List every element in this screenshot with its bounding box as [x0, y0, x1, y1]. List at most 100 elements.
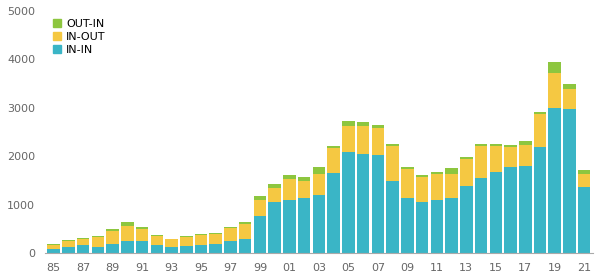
Bar: [47, 245, 60, 249]
Bar: [209, 233, 222, 234]
Bar: [519, 141, 532, 145]
Bar: [490, 144, 502, 146]
Bar: [563, 88, 576, 109]
Bar: [195, 235, 207, 245]
Bar: [460, 159, 473, 186]
Bar: [77, 239, 89, 245]
Bar: [224, 228, 237, 241]
Bar: [475, 144, 487, 146]
Bar: [209, 244, 222, 253]
Bar: [431, 172, 443, 174]
Bar: [578, 174, 590, 187]
Bar: [328, 148, 340, 173]
Bar: [209, 234, 222, 244]
Bar: [254, 196, 266, 200]
Bar: [136, 241, 148, 253]
Bar: [431, 200, 443, 253]
Bar: [268, 184, 281, 188]
Bar: [416, 202, 428, 253]
Bar: [165, 239, 178, 247]
Bar: [283, 179, 296, 200]
Bar: [371, 125, 384, 128]
Bar: [386, 181, 399, 253]
Bar: [313, 174, 325, 195]
Bar: [401, 167, 413, 169]
Bar: [106, 244, 119, 253]
Bar: [47, 244, 60, 245]
Bar: [548, 73, 561, 108]
Bar: [578, 171, 590, 174]
Bar: [475, 178, 487, 253]
Bar: [460, 157, 473, 159]
Bar: [460, 186, 473, 253]
Bar: [239, 221, 251, 224]
Bar: [106, 230, 119, 244]
Bar: [121, 226, 134, 241]
Bar: [180, 246, 193, 253]
Bar: [475, 146, 487, 178]
Legend: OUT-IN, IN-OUT, IN-IN: OUT-IN, IN-OUT, IN-IN: [50, 17, 107, 57]
Bar: [328, 173, 340, 253]
Bar: [92, 247, 104, 253]
Bar: [151, 235, 163, 236]
Bar: [136, 228, 148, 241]
Bar: [92, 237, 104, 247]
Bar: [151, 245, 163, 253]
Bar: [106, 229, 119, 230]
Bar: [151, 236, 163, 245]
Bar: [283, 175, 296, 179]
Bar: [371, 128, 384, 155]
Bar: [342, 126, 355, 151]
Bar: [357, 122, 370, 126]
Bar: [401, 198, 413, 253]
Bar: [268, 188, 281, 202]
Bar: [534, 147, 546, 253]
Bar: [548, 108, 561, 253]
Bar: [298, 198, 310, 253]
Bar: [195, 234, 207, 235]
Bar: [445, 198, 458, 253]
Bar: [298, 181, 310, 198]
Bar: [328, 146, 340, 148]
Bar: [578, 187, 590, 253]
Bar: [445, 167, 458, 174]
Bar: [239, 224, 251, 239]
Bar: [254, 216, 266, 253]
Bar: [416, 174, 428, 177]
Bar: [298, 177, 310, 181]
Bar: [548, 62, 561, 73]
Bar: [77, 245, 89, 253]
Bar: [534, 114, 546, 147]
Bar: [195, 245, 207, 253]
Bar: [386, 144, 399, 146]
Bar: [313, 195, 325, 253]
Bar: [519, 145, 532, 166]
Bar: [504, 144, 517, 147]
Bar: [283, 200, 296, 253]
Bar: [504, 167, 517, 253]
Bar: [165, 247, 178, 253]
Bar: [121, 222, 134, 226]
Bar: [180, 236, 193, 237]
Bar: [239, 239, 251, 253]
Bar: [401, 169, 413, 198]
Bar: [357, 154, 370, 253]
Bar: [371, 155, 384, 253]
Bar: [77, 238, 89, 239]
Bar: [136, 227, 148, 228]
Bar: [431, 174, 443, 200]
Bar: [490, 146, 502, 172]
Bar: [313, 167, 325, 174]
Bar: [224, 241, 237, 253]
Bar: [62, 247, 74, 253]
Bar: [121, 241, 134, 253]
Bar: [224, 227, 237, 228]
Bar: [62, 241, 74, 247]
Bar: [268, 202, 281, 253]
Bar: [445, 174, 458, 198]
Bar: [563, 109, 576, 253]
Bar: [357, 126, 370, 154]
Bar: [519, 166, 532, 253]
Bar: [254, 200, 266, 216]
Bar: [563, 84, 576, 88]
